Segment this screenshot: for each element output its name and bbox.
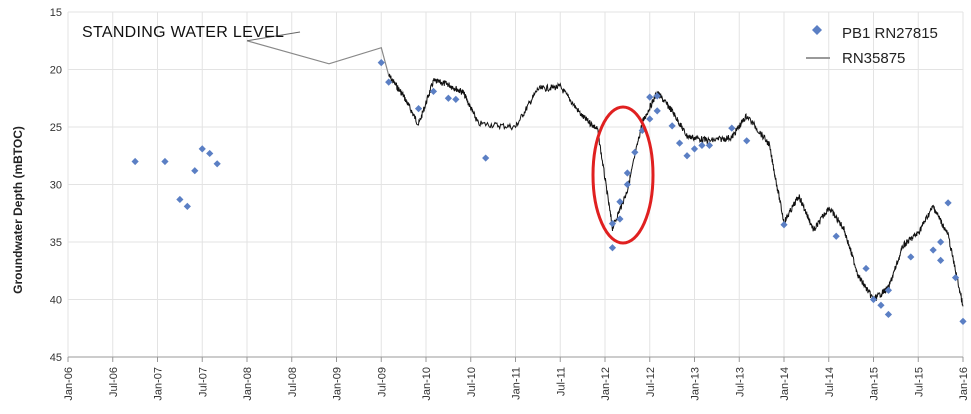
data-point-pb1: [198, 145, 206, 153]
x-tick-label: Jul-08: [287, 367, 299, 397]
y-axis-label: Groundwater Depth (mBTOC): [11, 126, 25, 294]
data-point-pb1: [452, 95, 460, 103]
data-point-pb1: [668, 122, 676, 130]
data-point-pb1: [385, 78, 393, 86]
y-tick-label: 20: [50, 65, 62, 77]
x-tick-label: Jul-14: [824, 367, 836, 397]
series-rn35875: [246, 40, 964, 307]
data-point-pb1: [862, 264, 870, 273]
x-tick-label: Jan-06: [63, 367, 75, 401]
data-point-pb1: [690, 145, 699, 153]
data-point-pb1: [414, 105, 423, 113]
x-tick-label: Jan-11: [511, 367, 523, 400]
x-tick-label: Jan-15: [869, 367, 881, 401]
data-point-pb1: [675, 139, 684, 147]
data-point-pb1: [616, 198, 624, 206]
data-point-pb1: [131, 157, 139, 166]
series-line-sparse: [246, 40, 390, 76]
data-point-pb1: [161, 157, 169, 166]
data-point-pb1: [377, 59, 385, 67]
x-tick-label: Jul-11: [555, 367, 567, 396]
data-point-pb1: [907, 253, 915, 261]
data-point-pb1: [653, 92, 661, 100]
legend: PB1 RN27815 RN35875: [806, 25, 938, 67]
y-tick-label: 45: [50, 352, 62, 364]
x-tick-label: Jan-09: [332, 367, 344, 401]
x-tick-label: Jan-13: [690, 367, 702, 401]
x-tick-label: Jul-10: [466, 367, 478, 397]
y-tick-labels: 15 20 25 30 35 40 45: [50, 7, 62, 364]
data-point-pb1: [176, 195, 184, 204]
data-point-pb1: [951, 274, 960, 282]
annotation-standing-water-level: STANDING WATER LEVEL: [82, 24, 284, 41]
data-point-pb1: [191, 167, 199, 175]
data-point-pb1: [638, 126, 646, 135]
highlight-ellipse: [591, 105, 655, 245]
data-point-pb1: [877, 301, 885, 309]
data-point-pb1: [616, 215, 624, 223]
x-tick-label: Jul-09: [376, 367, 388, 397]
data-point-pb1: [944, 199, 952, 207]
data-point-pb1: [884, 310, 893, 319]
x-tick-label: Jan-12: [600, 367, 612, 401]
x-tick-label: Jan-10: [421, 367, 433, 401]
x-tick-label: Jul-07: [197, 367, 209, 397]
data-point-pb1: [623, 180, 631, 189]
data-point-pb1: [608, 244, 617, 252]
data-point-pb1: [631, 148, 639, 156]
data-point-pb1: [698, 141, 706, 149]
series-line-logger: [388, 73, 964, 307]
data-point-pb1: [608, 220, 617, 228]
data-point-pb1: [780, 221, 788, 229]
data-point-pb1: [646, 115, 654, 123]
x-tick-label: Jul-15: [913, 367, 925, 397]
y-tick-label: 35: [50, 237, 62, 249]
x-tick-labels: Jan-06 Jul-06 Jan-07 Jul-07 Jan-08 Jul-08 Jan-…: [63, 367, 970, 401]
y-tick-label: 25: [50, 122, 62, 134]
data-point-pb1: [683, 152, 691, 160]
data-point-pb1: [206, 149, 214, 158]
data-point-pb1: [429, 87, 438, 95]
data-point-pb1: [623, 169, 631, 177]
data-point-pb1: [937, 256, 945, 264]
legend-label-rn35875: RN35875: [842, 50, 905, 67]
y-tick-label: 40: [50, 295, 62, 307]
data-point-pb1: [959, 317, 967, 325]
x-tick-label: Jul-06: [108, 367, 120, 397]
data-point-pb1: [929, 246, 937, 254]
data-point-pb1: [937, 238, 945, 246]
x-tick-label: Jan-07: [153, 367, 165, 401]
data-point-pb1: [743, 137, 751, 145]
data-point-pb1: [183, 202, 191, 210]
annotation-leader-line: [246, 31, 301, 42]
y-tick-label: 30: [50, 180, 62, 192]
data-point-pb1: [444, 94, 452, 102]
grid-lines: [67, 11, 964, 362]
x-tick-label: Jan-14: [779, 367, 791, 401]
x-tick-label: Jul-12: [645, 367, 657, 397]
data-point-pb1: [482, 154, 490, 162]
legend-label-pb1: PB1 RN27815: [842, 25, 938, 42]
data-point-pb1: [646, 93, 654, 101]
y-tick-label: 15: [50, 7, 62, 19]
data-point-pb1: [653, 107, 661, 115]
x-tick-label: Jan-16: [958, 367, 970, 401]
data-point-pb1: [728, 124, 736, 132]
legend-marker-diamond: [812, 25, 822, 35]
data-point-pb1: [869, 295, 878, 304]
data-point-pb1: [832, 232, 840, 240]
data-point-pb1: [705, 141, 714, 149]
data-point-pb1: [884, 286, 893, 294]
data-point-pb1: [213, 160, 221, 168]
series-pb1-rn27815: [131, 59, 967, 325]
x-tick-label: Jul-13: [734, 367, 746, 397]
x-tick-label: Jan-08: [242, 367, 254, 401]
